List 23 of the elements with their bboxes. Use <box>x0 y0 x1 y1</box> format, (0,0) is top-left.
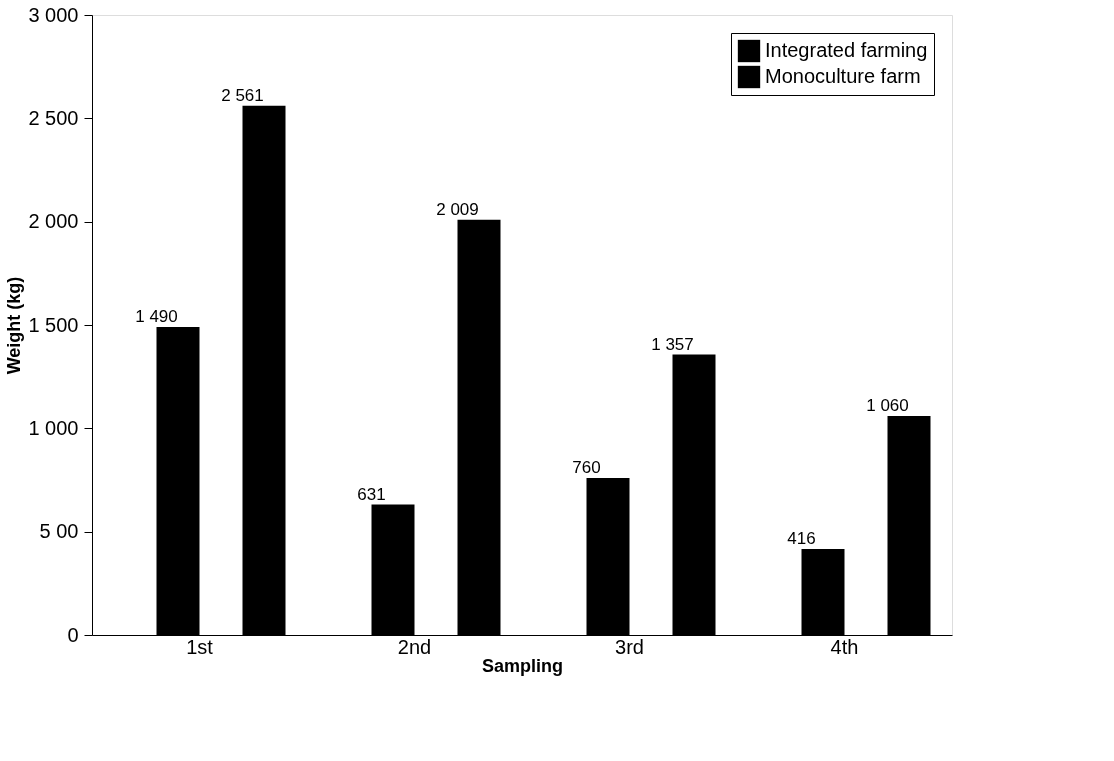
x-tick-label: 1st <box>186 635 214 658</box>
x-axis-title: Sampling <box>481 655 564 676</box>
y-tick-label: 1 500 <box>28 313 79 336</box>
data-label: 2 561 <box>221 85 264 105</box>
y-tick-label: 2 000 <box>28 210 79 233</box>
x-tick-label: 4th <box>830 635 859 658</box>
data-label: 631 <box>357 484 386 504</box>
data-label: 1 490 <box>135 307 178 327</box>
y-axis-title: Weight (kg) <box>4 276 25 375</box>
legend-label: Integrated farming <box>765 39 928 61</box>
x-tick-label: 3rd <box>615 635 644 658</box>
data-label: 2 009 <box>436 199 479 219</box>
data-label: 1 060 <box>866 395 909 415</box>
y-tick-label: 3 000 <box>28 3 79 26</box>
data-label: 1 357 <box>651 334 694 354</box>
y-tick-label: 1 000 <box>28 416 79 439</box>
y-tick-label: 0 <box>67 623 79 646</box>
x-tick-label: 2nd <box>397 635 432 658</box>
legend-label: Monoculture farm <box>765 65 921 87</box>
data-label: 760 <box>572 457 601 477</box>
y-tick-label: 2 500 <box>28 106 79 129</box>
y-tick-label: 5 00 <box>39 520 79 543</box>
data-label: 416 <box>787 529 816 549</box>
